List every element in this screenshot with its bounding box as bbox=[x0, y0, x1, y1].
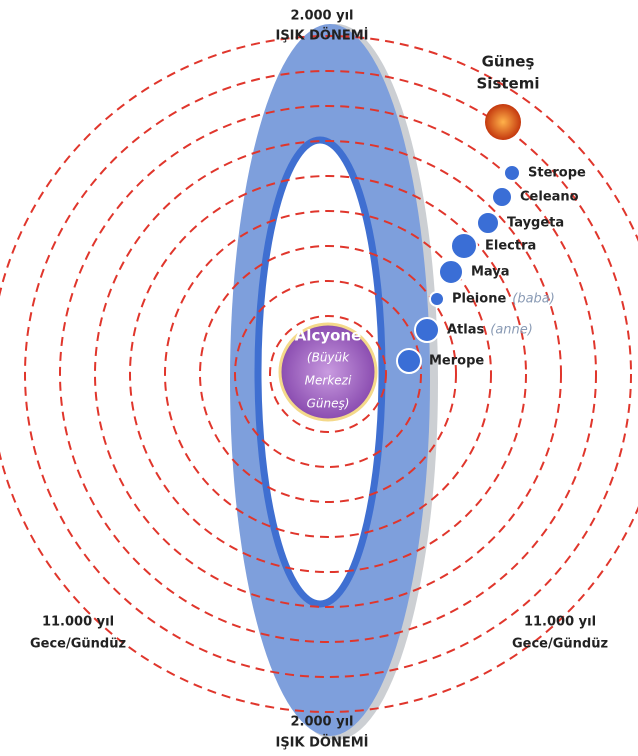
sun-label: Güneş bbox=[482, 53, 535, 71]
star bbox=[438, 259, 464, 285]
star bbox=[450, 232, 478, 260]
bottom-years: 2.000 yıl bbox=[290, 715, 353, 730]
star-label: Atlas bbox=[447, 323, 485, 338]
star bbox=[414, 317, 440, 343]
right-years: 11.000 yıl bbox=[524, 615, 596, 630]
center-text: (Büyük bbox=[307, 351, 350, 365]
star-label: Celeano bbox=[520, 190, 579, 205]
star-label: Taygeta bbox=[507, 216, 564, 231]
star-note: (baba) bbox=[512, 292, 555, 307]
star-label: Electra bbox=[485, 239, 536, 254]
top-period: IŞIK DÖNEMİ bbox=[275, 28, 368, 44]
orbit-ring bbox=[129, 175, 527, 573]
star-note: (anne) bbox=[490, 323, 533, 338]
left-period: Gece/Gündüz bbox=[30, 637, 126, 652]
orbit-ring bbox=[0, 35, 638, 713]
top-years: 2.000 yıl bbox=[290, 9, 353, 24]
star bbox=[476, 211, 500, 235]
star-label: Merope bbox=[429, 354, 484, 369]
orbit-ring bbox=[164, 210, 492, 538]
rings bbox=[0, 35, 638, 713]
center-text: Güneş) bbox=[307, 397, 350, 411]
star-label: Sterope bbox=[528, 166, 586, 181]
alcyone bbox=[278, 322, 378, 422]
sun-label: Sistemi bbox=[477, 75, 540, 93]
bottom-period: IŞIK DÖNEMİ bbox=[275, 735, 368, 751]
orbit-ring bbox=[199, 245, 457, 503]
star bbox=[491, 186, 513, 208]
right-period: Gece/Gündüz bbox=[512, 637, 608, 652]
orbit-ring bbox=[59, 105, 597, 643]
sun bbox=[485, 104, 521, 140]
stars: Sterope Celeano Taygeta Electra Maya Pleione (… bbox=[396, 164, 586, 374]
orbit-ring bbox=[24, 70, 632, 678]
center-text: Merkezi bbox=[305, 374, 352, 388]
center-name: Alcyone bbox=[295, 327, 362, 345]
orbit-ring bbox=[269, 315, 387, 433]
star-label: Maya bbox=[471, 265, 510, 280]
orbit-ring bbox=[234, 280, 422, 468]
star bbox=[503, 164, 521, 182]
left-years: 11.000 yıl bbox=[42, 615, 114, 630]
star-label: Pleione bbox=[452, 292, 506, 307]
orbit-ring bbox=[94, 140, 562, 608]
star bbox=[396, 348, 422, 374]
star bbox=[429, 291, 445, 307]
